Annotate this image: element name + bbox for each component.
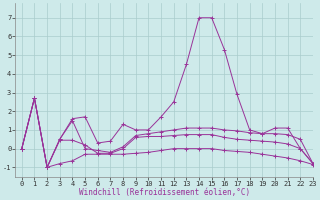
X-axis label: Windchill (Refroidissement éolien,°C): Windchill (Refroidissement éolien,°C) — [79, 188, 250, 197]
